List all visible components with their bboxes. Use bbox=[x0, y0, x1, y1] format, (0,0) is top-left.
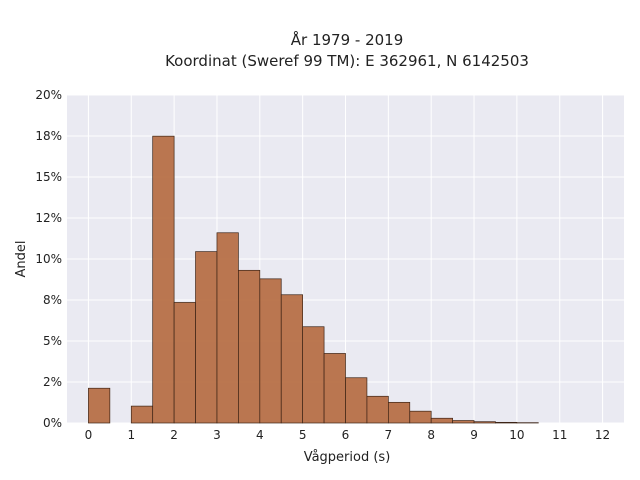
histogram-bar bbox=[216, 232, 239, 424]
histogram-bar bbox=[495, 421, 518, 424]
y-tick-label: 5% bbox=[43, 334, 62, 348]
y-tick-label: 12% bbox=[35, 211, 62, 225]
x-tick-label: 7 bbox=[385, 428, 393, 442]
histogram-bar bbox=[130, 405, 154, 424]
histogram-bar bbox=[259, 278, 282, 424]
histogram-bar bbox=[280, 294, 304, 424]
x-tick-label: 8 bbox=[427, 428, 435, 442]
x-tick-label: 9 bbox=[470, 428, 478, 442]
y-tick-label: 0% bbox=[43, 416, 62, 430]
y-tick-label: 18% bbox=[35, 129, 62, 143]
x-tick-label: 12 bbox=[595, 428, 610, 442]
x-tick-label: 3 bbox=[213, 428, 221, 442]
histogram-bar bbox=[323, 353, 346, 424]
x-tick-label: 10 bbox=[509, 428, 524, 442]
y-tick-label: 15% bbox=[35, 170, 62, 184]
histogram-bar bbox=[366, 395, 389, 424]
histogram-bar bbox=[195, 251, 218, 424]
histogram-bar bbox=[88, 387, 111, 424]
histogram-bar bbox=[473, 421, 496, 424]
chart-title: År 1979 - 2019 bbox=[291, 30, 404, 49]
histogram-bar bbox=[345, 377, 368, 424]
y-tick-label: 8% bbox=[43, 293, 62, 307]
histogram-bar bbox=[387, 401, 411, 424]
histogram-bar bbox=[238, 269, 261, 424]
y-tick-label: 10% bbox=[35, 252, 62, 266]
x-tick-label: 5 bbox=[299, 428, 307, 442]
histogram-bar bbox=[452, 420, 475, 424]
histogram-bar bbox=[430, 417, 453, 424]
histogram-bar bbox=[173, 302, 196, 424]
histogram-bar bbox=[152, 135, 175, 424]
histogram-bar bbox=[409, 410, 432, 424]
y-tick-label: 20% bbox=[35, 88, 62, 102]
bars bbox=[88, 135, 539, 424]
x-tick-label: 4 bbox=[256, 428, 264, 442]
tick-labels: 0%2%5%8%10%12%15%18%20%0 1 2 3 4 5 6 7 8 9 10 11 12 bbox=[35, 88, 610, 442]
x-tick-label: 11 bbox=[552, 428, 567, 442]
x-tick-label: 6 bbox=[342, 428, 350, 442]
histogram-bar bbox=[302, 326, 325, 424]
y-axis-label: Andel bbox=[14, 241, 29, 278]
chart-subtitle: Koordinat (Sweref 99 TM): E 362961, N 61… bbox=[165, 52, 529, 70]
x-axis-label: Vågperiod (s) bbox=[304, 450, 391, 465]
y-tick-label: 2% bbox=[43, 375, 62, 389]
x-tick-label: 2 bbox=[170, 428, 178, 442]
x-tick-label: 1 bbox=[127, 428, 135, 442]
x-tick-label: 0 bbox=[85, 428, 93, 442]
